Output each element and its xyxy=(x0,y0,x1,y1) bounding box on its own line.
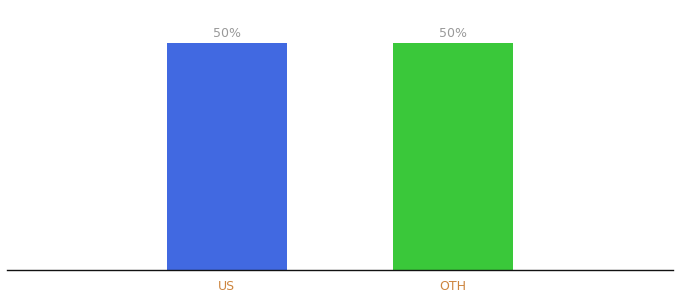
Text: 50%: 50% xyxy=(439,27,467,40)
Bar xyxy=(393,43,513,270)
Text: 50%: 50% xyxy=(213,27,241,40)
Bar xyxy=(167,43,287,270)
